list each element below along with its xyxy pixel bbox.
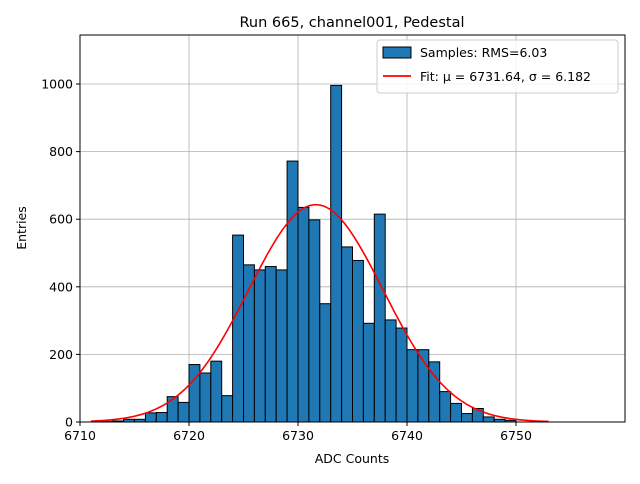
- histogram-bar: [308, 219, 321, 423]
- histogram-bar: [395, 327, 408, 423]
- x-tick-label: 6740: [391, 428, 423, 443]
- histogram-bar: [210, 360, 223, 423]
- histogram-bar: [406, 349, 419, 423]
- fit-curve: [90, 203, 549, 423]
- histogram-bar: [297, 206, 310, 423]
- x-tick-label: 6750: [500, 428, 532, 443]
- histogram-bar: [384, 319, 397, 423]
- histogram-bar: [188, 364, 201, 423]
- histogram-bar: [177, 401, 190, 423]
- histogram-bar: [253, 269, 266, 423]
- histogram-bar: [286, 160, 299, 423]
- x-axis-label: ADC Counts: [315, 451, 390, 466]
- histogram-bar: [439, 391, 452, 423]
- legend-histogram-swatch: [382, 46, 412, 59]
- histogram-bar: [352, 259, 364, 423]
- histogram-bar: [264, 266, 277, 423]
- y-tick-label: 200: [49, 347, 73, 362]
- x-axis-ticks: 6710 6720 6730 6740 6750: [64, 422, 532, 443]
- histogram-bar: [319, 303, 332, 423]
- histogram-bar: [144, 412, 157, 423]
- legend-histogram-label: Samples: RMS=6.03: [420, 45, 547, 60]
- plot-frame: [79, 34, 626, 423]
- histogram-bar: [341, 246, 354, 423]
- y-tick-label: 1000: [41, 77, 73, 92]
- y-tick-label: 600: [49, 212, 73, 227]
- y-tick-label: 800: [49, 144, 73, 159]
- fit-curve-layer: [90, 203, 549, 423]
- histogram-bar: [155, 412, 168, 423]
- histogram-bar: [275, 269, 288, 423]
- histogram-bar: [461, 413, 473, 423]
- histogram-bar: [482, 416, 495, 423]
- histogram-bar: [450, 402, 463, 423]
- legend-box: [376, 39, 619, 94]
- x-tick-label: 6720: [173, 428, 205, 443]
- x-tick-label: 6710: [64, 428, 96, 443]
- y-tick-label: 0: [65, 415, 73, 430]
- chart-title: Run 665, channel001, Pedestal: [239, 15, 464, 31]
- y-axis-label: Entries: [14, 206, 29, 250]
- histogram-bar: [199, 372, 212, 423]
- legend: Samples: RMS=6.03 Fit: μ = 6731.64, σ = …: [376, 39, 619, 94]
- histogram-bar: [232, 234, 245, 423]
- histogram-bar: [221, 395, 234, 423]
- legend-fit-label: Fit: μ = 6731.64, σ = 6.182: [420, 69, 591, 84]
- histogram-bar: [373, 213, 386, 423]
- y-tick-label: 400: [49, 279, 73, 294]
- histogram-bar: [166, 396, 179, 423]
- x-tick-label: 6730: [282, 428, 314, 443]
- y-axis-ticks: 0 200 400 600 800 1000: [41, 77, 80, 430]
- histogram-bar: [362, 322, 375, 423]
- histogram-bar: [330, 84, 343, 423]
